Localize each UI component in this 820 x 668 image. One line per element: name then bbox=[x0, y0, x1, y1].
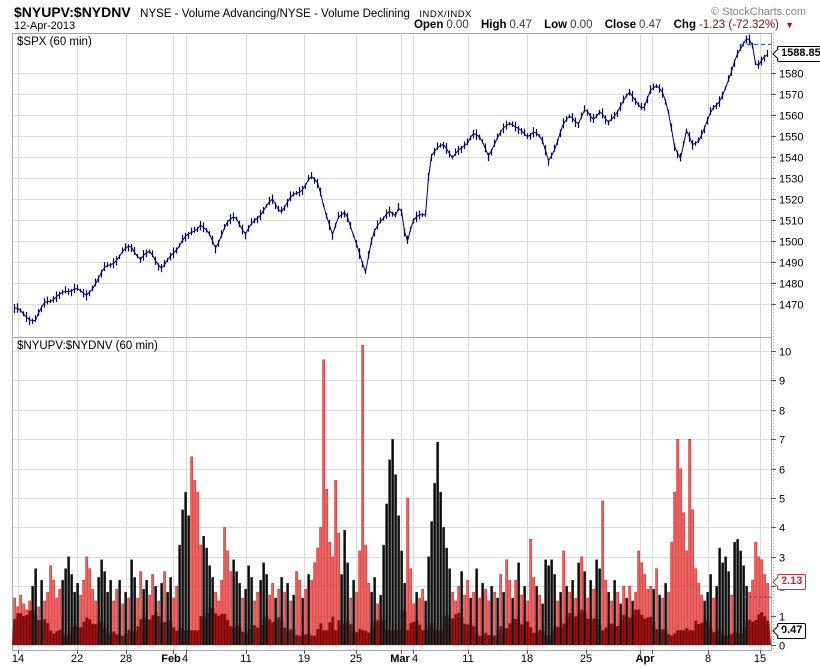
chg-value: -1.23 (-72.32%) bbox=[698, 19, 779, 31]
x-tick-label: 25 bbox=[350, 653, 362, 665]
y-tick-label: 1480 bbox=[779, 279, 803, 291]
open-label: Open bbox=[413, 19, 444, 31]
x-tick-label: 22 bbox=[71, 653, 83, 665]
x-tick-label: Mar bbox=[390, 653, 410, 665]
x-tick-label: 4 bbox=[182, 653, 188, 665]
ratio-close-value-tag: 0.47 bbox=[777, 623, 807, 639]
y-tick-label: 1580 bbox=[779, 69, 803, 81]
spx-panel-label: $SPX (60 min) bbox=[17, 36, 92, 48]
chart-date: 12-Apr-2013 bbox=[14, 20, 76, 32]
y-tick-label: 3 bbox=[779, 553, 785, 565]
y-tick-label: 7 bbox=[779, 435, 785, 447]
symbol-title: $NYUPV:$NYDNV bbox=[14, 4, 131, 20]
symbol-description: NYSE - Volume Advancing/NYSE - Volume De… bbox=[140, 8, 410, 20]
spx-series bbox=[13, 34, 769, 326]
y-tick-label: 1 bbox=[779, 612, 785, 624]
y-tick-label: 1520 bbox=[779, 195, 803, 207]
y-tick-label: 1550 bbox=[779, 132, 803, 144]
close-value: 0.47 bbox=[639, 19, 662, 31]
ratio-panel-label: $NYUPV:$NYDNV (60 min) bbox=[17, 340, 158, 352]
ratio-black-bars bbox=[31, 439, 748, 646]
y-tick-label: 1490 bbox=[779, 258, 803, 270]
y-tick-label: 6 bbox=[779, 465, 785, 477]
chart-title-row: $NYUPV:$NYDNV NYSE - Volume Advancing/NY… bbox=[14, 4, 808, 22]
x-axis: 14 22 28 Feb 4 11 19 25 Mar 4 11 18 25 Apr 8 15 bbox=[12, 650, 766, 665]
y-tick-label: 1500 bbox=[779, 237, 803, 249]
high-label: High bbox=[480, 19, 507, 31]
x-tick-label: 8 bbox=[705, 653, 711, 665]
spx-last-price-tag: 1588.85 bbox=[777, 46, 820, 62]
close-label: Close bbox=[604, 19, 637, 31]
x-tick-label: 11 bbox=[240, 653, 251, 665]
ohlc-quote-row: Open 0.00 High 0.47 Low 0.00 Close 0.47 Chg -… bbox=[405, 19, 794, 31]
y-tick-label: 9 bbox=[779, 376, 785, 388]
low-value: 0.00 bbox=[570, 19, 593, 31]
chg-label: Chg bbox=[673, 19, 696, 31]
y-tick-label: 1470 bbox=[779, 300, 803, 312]
y-tick-label: 1530 bbox=[779, 174, 803, 186]
y-tick-label: 0 bbox=[779, 641, 785, 653]
x-tick-label: 18 bbox=[521, 653, 533, 665]
high-value: 0.47 bbox=[509, 19, 532, 31]
x-tick-label: 15 bbox=[754, 653, 766, 665]
x-tick-label: 25 bbox=[580, 653, 592, 665]
index-type-label: INDX/INDX bbox=[419, 9, 472, 20]
y-tick-label: 10 bbox=[779, 347, 791, 359]
ratio-maroon-band bbox=[12, 607, 771, 645]
x-tick-label: 4 bbox=[412, 653, 418, 665]
y-tick-label: 1540 bbox=[779, 153, 803, 165]
panel-frame bbox=[12, 33, 774, 651]
y-tick-label: 5 bbox=[779, 494, 785, 506]
ratio-red-value-tag: 2.13 bbox=[777, 574, 807, 590]
open-value: 0.00 bbox=[446, 19, 469, 31]
x-tick-label: 19 bbox=[298, 653, 310, 665]
stockcharts-copyright: © StockCharts.com bbox=[711, 6, 806, 18]
low-label: Low bbox=[544, 19, 568, 31]
y-tick-label: 1570 bbox=[779, 90, 803, 102]
chg-down-arrow-icon: ▼ bbox=[785, 20, 794, 30]
x-tick-label: 14 bbox=[12, 653, 24, 665]
y-tick-label: 1560 bbox=[779, 111, 803, 123]
y-tick-label: 8 bbox=[779, 406, 785, 418]
x-tick-label: Apr bbox=[636, 653, 656, 665]
x-tick-label: 11 bbox=[462, 653, 473, 665]
y-axis-right: 1580157015601550154015301520151015001490… bbox=[771, 69, 803, 653]
y-tick-label: 1510 bbox=[779, 216, 803, 228]
x-tick-label: Feb bbox=[161, 653, 181, 665]
x-tick-label: 28 bbox=[120, 653, 132, 665]
y-tick-label: 4 bbox=[779, 523, 785, 535]
